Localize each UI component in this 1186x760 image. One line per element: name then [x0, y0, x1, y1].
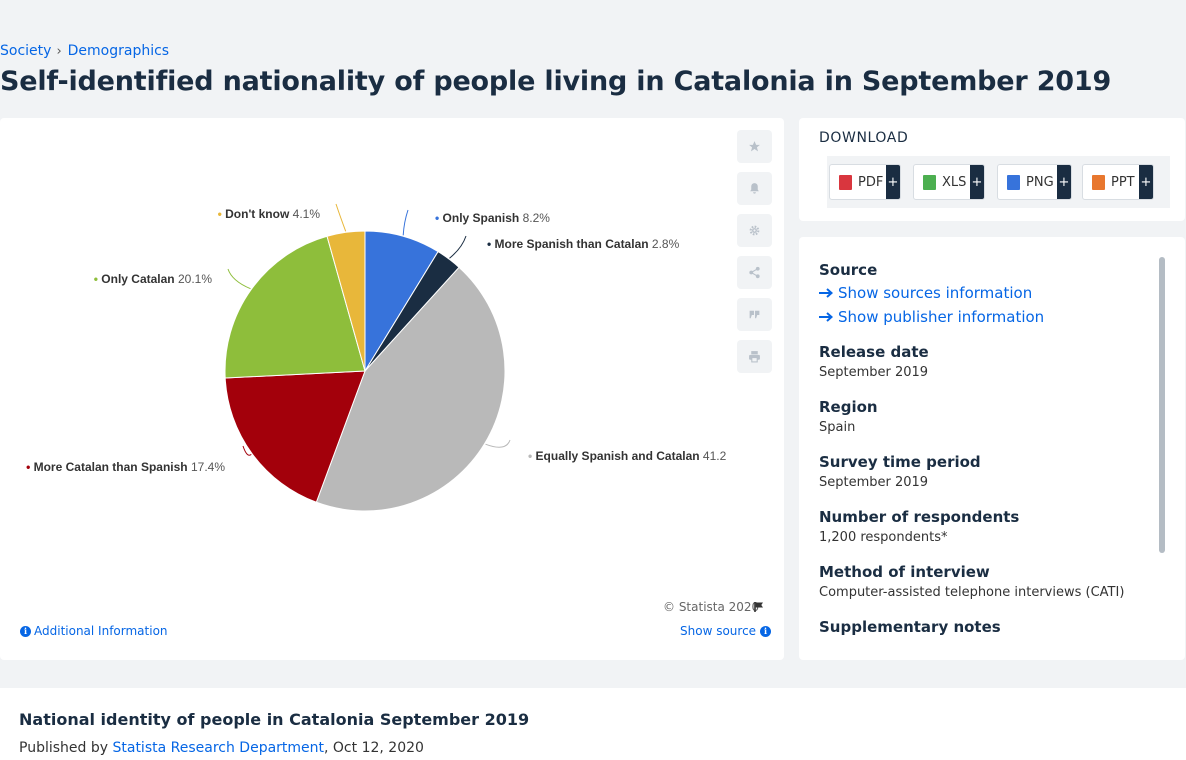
download-card: DOWNLOAD PDF + XLS + PNG + PPT +	[799, 118, 1185, 221]
pie-slice-3[interactable]	[224, 370, 366, 503]
pie-label-4: • Only Catalan 20.1%	[94, 272, 213, 286]
breadcrumb: Society › Demographics	[0, 43, 169, 59]
download-png-button[interactable]: PNG +	[997, 164, 1072, 200]
show-sources-label: Show sources information	[838, 284, 1033, 302]
pie-label-5: • Don't know 4.1%	[218, 207, 321, 221]
download-png-plus[interactable]: +	[1057, 165, 1071, 199]
page-title: Self-identified nationality of people li…	[0, 66, 1112, 97]
respondents-value: 1,200 respondents*	[819, 530, 948, 545]
show-sources-link[interactable]: Show sources information	[819, 284, 1032, 302]
region-heading: Region	[819, 398, 878, 416]
download-xls-plus[interactable]: +	[970, 165, 984, 199]
survey-period-heading: Survey time period	[819, 453, 981, 471]
method-value: Computer-assisted telephone interviews (…	[819, 585, 1125, 600]
print-icon	[749, 351, 760, 363]
pie-connector-4	[227, 268, 251, 290]
release-date-heading: Release date	[819, 343, 929, 361]
release-date-value: September 2019	[819, 365, 929, 380]
source-panel: Source Show sources information Show pub…	[799, 237, 1185, 660]
show-publisher-label: Show publisher information	[838, 308, 1045, 326]
pie-slice-2[interactable]	[315, 266, 506, 512]
download-xls-label: XLS	[942, 174, 967, 190]
star-icon	[749, 141, 760, 152]
pie-label-1: • More Spanish than Catalan 2.8%	[487, 237, 680, 251]
pie-slice-4[interactable]	[224, 235, 366, 379]
pie-label-0: • Only Spanish 8.2%	[435, 211, 550, 225]
published-date: , Oct 12, 2020	[324, 740, 424, 756]
xls-file-icon	[923, 174, 936, 190]
pie-connector-3	[242, 445, 252, 456]
notes-heading: Supplementary notes	[819, 618, 1001, 636]
download-ppt-label: PPT	[1111, 174, 1135, 190]
additional-information-link[interactable]: i Additional Information	[20, 624, 168, 638]
pie-label-3: • More Catalan than Spanish 17.4%	[26, 460, 225, 474]
print-button[interactable]	[737, 340, 772, 373]
cite-button[interactable]	[737, 298, 772, 331]
survey-period-value: September 2019	[819, 475, 929, 490]
info-icon: i	[760, 625, 772, 637]
published-prefix: Published by	[19, 740, 109, 756]
chart-card: • Only Spanish 8.2% • More Spanish than C…	[0, 118, 784, 660]
pie-slice-5[interactable]	[326, 230, 366, 372]
download-ppt-plus[interactable]: +	[1139, 165, 1153, 199]
statista-credit: © Statista 2020	[663, 600, 760, 614]
pie-connector-0	[402, 209, 409, 236]
pie-chart: • Only Spanish 8.2% • More Spanish than C…	[26, 203, 727, 512]
quote-icon	[749, 310, 760, 319]
bell-icon	[750, 183, 759, 194]
flag-icon[interactable]	[753, 601, 765, 613]
favorite-button[interactable]	[737, 130, 772, 163]
ppt-file-icon	[1092, 174, 1105, 190]
breadcrumb-separator: ›	[56, 43, 62, 59]
pie-connector-2	[485, 439, 511, 448]
arrow-right-icon	[819, 288, 834, 298]
download-pdf-button[interactable]: PDF +	[829, 164, 901, 200]
related-title[interactable]: National identity of people in Catalonia…	[19, 710, 530, 729]
settings-button[interactable]	[737, 214, 772, 247]
pie-connector-5	[335, 203, 347, 232]
pie-connector-1	[449, 235, 467, 259]
scrollbar-thumb[interactable]	[1159, 257, 1165, 553]
show-source-link[interactable]: Show source i	[680, 624, 772, 638]
respondents-heading: Number of respondents	[819, 508, 1020, 526]
download-png-label: PNG	[1026, 174, 1054, 190]
download-xls-button[interactable]: XLS +	[913, 164, 985, 200]
show-publisher-link[interactable]: Show publisher information	[819, 308, 1044, 326]
notification-button[interactable]	[737, 172, 772, 205]
related-statistic: National identity of people in Catalonia…	[0, 688, 1186, 760]
arrow-right-icon	[819, 312, 834, 322]
show-source-label: Show source	[680, 624, 757, 638]
breadcrumb-society[interactable]: Society	[0, 43, 52, 59]
published-line: Published by Statista Research Departmen…	[19, 740, 424, 756]
additional-information-label: Additional Information	[34, 624, 168, 638]
download-pdf-plus[interactable]: +	[886, 165, 900, 199]
gear-icon	[749, 225, 760, 236]
source-heading: Source	[819, 261, 878, 279]
png-file-icon	[1007, 174, 1020, 190]
download-ppt-button[interactable]: PPT +	[1082, 164, 1154, 200]
download-pdf-label: PDF	[858, 174, 884, 190]
info-icon: i	[20, 625, 31, 637]
method-heading: Method of interview	[819, 563, 990, 581]
pdf-file-icon	[839, 174, 852, 190]
download-buttons: PDF + XLS + PNG + PPT +	[827, 156, 1170, 208]
breadcrumb-demographics[interactable]: Demographics	[67, 43, 170, 59]
share-icon	[749, 266, 760, 279]
publisher-link[interactable]: Statista Research Department	[112, 740, 325, 756]
pie-label-2: • Equally Spanish and Catalan 41.2	[528, 449, 727, 463]
download-title: DOWNLOAD	[819, 130, 909, 146]
region-value: Spain	[819, 420, 856, 435]
share-button[interactable]	[737, 256, 772, 289]
